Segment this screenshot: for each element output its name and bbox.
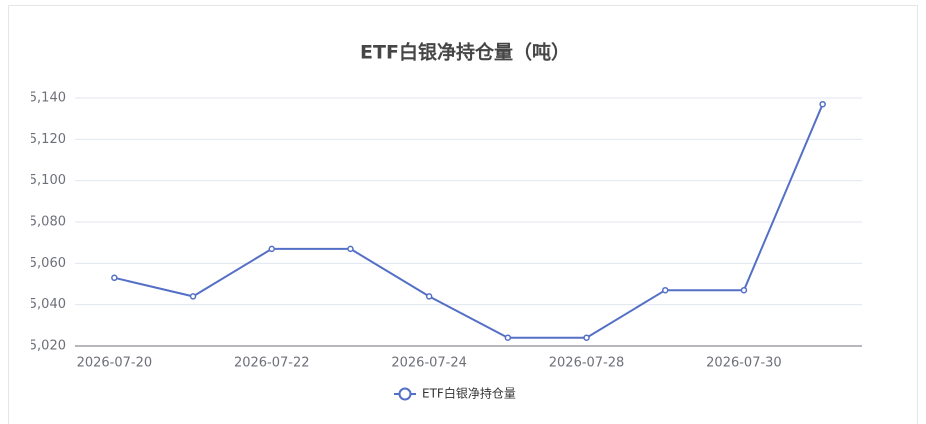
y-tick-label: 5,100 — [29, 173, 66, 188]
y-axis-labels: 5,020 5,040 5,060 5,080 5,100 5,120 5,140 — [29, 91, 66, 354]
point — [347, 245, 354, 253]
point — [268, 245, 275, 253]
point — [819, 100, 826, 108]
legend-marker — [398, 387, 412, 401]
x-tick-label: 2026-07-22 — [234, 356, 310, 371]
point — [740, 286, 748, 294]
point — [111, 274, 118, 282]
panel — [8, 5, 918, 424]
point — [189, 293, 197, 300]
y-tick-label: 5,060 — [29, 256, 66, 271]
y-tick-label: 5,020 — [29, 339, 66, 354]
line — [114, 103, 824, 339]
x-tick-label: 2026-07-30 — [706, 356, 782, 371]
y-tick-label: 5,040 — [29, 297, 66, 312]
chart-title: ETF白银净持仓量（吨） — [360, 41, 570, 64]
y-tick-label: 5,120 — [29, 132, 66, 147]
point — [662, 286, 669, 294]
point — [504, 334, 512, 341]
y-tick-label: 5,140 — [29, 91, 66, 106]
y-tick-label: 5,080 — [29, 215, 66, 230]
x-tick-label: 2026-07-28 — [549, 356, 625, 371]
x-tick-label: 2026-07-24 — [391, 356, 467, 371]
point — [425, 293, 433, 300]
x-tick-label: 2026-07-20 — [77, 356, 153, 371]
legend-label: ETF白银净持仓量 — [422, 386, 516, 401]
point — [583, 334, 590, 341]
